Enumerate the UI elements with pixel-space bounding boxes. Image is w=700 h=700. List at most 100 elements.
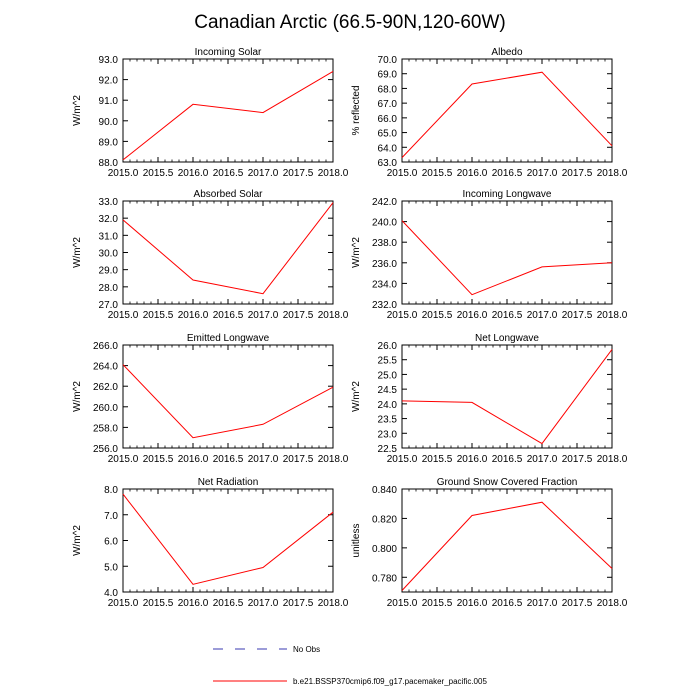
y-tick-label: 88.0 bbox=[99, 158, 119, 169]
panel-title: Emitted Longwave bbox=[187, 333, 270, 344]
y-tick-label: 66.0 bbox=[378, 114, 398, 125]
series-line bbox=[122, 202, 334, 295]
x-tick-label: 2017.0 bbox=[248, 454, 279, 465]
y-tick-label: 236.0 bbox=[372, 259, 397, 270]
figure-title: Canadian Arctic (66.5-90N,120-60W) bbox=[194, 12, 506, 33]
y-tick-label: 31.0 bbox=[99, 231, 119, 242]
y-tick-label: 24.0 bbox=[378, 400, 398, 411]
panel-title: Incoming Solar bbox=[195, 47, 262, 58]
x-tick-label: 2016.5 bbox=[213, 598, 244, 609]
panel-incoming-longwave: Incoming Longwave 2015.0 2015.5 2016.0 2016.… bbox=[351, 189, 628, 321]
x-tick-label: 2016.0 bbox=[178, 310, 209, 321]
y-axis-label: W/m^2 bbox=[72, 95, 83, 126]
y-axis-label: W/m^2 bbox=[351, 237, 362, 268]
x-tick-label: 2017.0 bbox=[527, 168, 558, 179]
x-tick-label: 2015.0 bbox=[387, 168, 418, 179]
y-tick-label: 28.0 bbox=[99, 283, 119, 294]
y-tick-label: 90.0 bbox=[99, 117, 119, 128]
series-line bbox=[401, 71, 613, 158]
y-tick-label: 70.0 bbox=[378, 55, 398, 66]
panel-title: Absorbed Solar bbox=[194, 189, 264, 200]
x-tick-label: 2016.0 bbox=[178, 454, 209, 465]
y-tick-label: 23.0 bbox=[378, 429, 398, 440]
y-axis-label: W/m^2 bbox=[72, 525, 83, 556]
panel-title: Ground Snow Covered Fraction bbox=[437, 477, 578, 488]
panel-albedo: Albedo 2015.0 2015.5 2016.0 2016.5 2017.0 2017… bbox=[351, 47, 628, 179]
x-tick-label: 2018.0 bbox=[597, 598, 628, 609]
y-tick-label: 65.0 bbox=[378, 129, 398, 140]
y-tick-label: 22.5 bbox=[378, 444, 398, 455]
x-tick-label: 2015.5 bbox=[143, 454, 174, 465]
x-tick-label: 2015.5 bbox=[422, 454, 453, 465]
plot-frame bbox=[401, 344, 613, 449]
panel-title: Albedo bbox=[491, 47, 523, 58]
x-tick-label: 2017.0 bbox=[527, 598, 558, 609]
y-axis-label: W/m^2 bbox=[72, 237, 83, 268]
y-tick-label: 89.0 bbox=[99, 137, 119, 148]
series-line bbox=[401, 220, 613, 296]
panel-emitted-longwave: Emitted Longwave 2015.0 2015.5 2016.0 2016.5… bbox=[72, 333, 349, 465]
x-tick-label: 2017.0 bbox=[527, 310, 558, 321]
y-tick-label: 63.0 bbox=[378, 158, 398, 169]
x-tick-label: 2016.5 bbox=[492, 310, 523, 321]
x-tick-label: 2015.5 bbox=[422, 310, 453, 321]
y-axis-label: % reflected bbox=[351, 85, 362, 135]
x-tick-label: 2016.0 bbox=[457, 454, 488, 465]
x-tick-label: 2015.0 bbox=[387, 310, 418, 321]
panel-net-radiation: Net Radiation 2015.0 2015.5 2016.0 2016.5 201… bbox=[72, 477, 349, 609]
series-line bbox=[401, 501, 613, 591]
y-tick-label: 30.0 bbox=[99, 249, 119, 260]
x-tick-label: 2017.5 bbox=[283, 168, 314, 179]
x-tick-label: 2016.5 bbox=[213, 310, 244, 321]
y-tick-label: 4.0 bbox=[104, 588, 118, 599]
y-tick-label: 234.0 bbox=[372, 279, 397, 290]
panel-incoming-solar: Incoming Solar 2015.0 2015.5 2016.0 2016.5 20… bbox=[72, 47, 349, 179]
y-tick-label: 68.0 bbox=[378, 84, 398, 95]
x-tick-label: 2016.0 bbox=[178, 168, 209, 179]
x-tick-label: 2018.0 bbox=[318, 454, 349, 465]
x-tick-label: 2016.0 bbox=[457, 598, 488, 609]
panel-net-longwave: Net Longwave 2015.0 2015.5 2016.0 2016.5 2017… bbox=[351, 333, 628, 465]
x-tick-label: 2017.5 bbox=[283, 310, 314, 321]
legend-label-model-run: b.e21.BSSP370cmip6.f09_g17.pacemaker_pac… bbox=[293, 677, 487, 686]
y-tick-label: 232.0 bbox=[372, 300, 397, 311]
x-tick-label: 2017.0 bbox=[248, 168, 279, 179]
x-tick-label: 2016.0 bbox=[457, 310, 488, 321]
y-tick-label: 238.0 bbox=[372, 238, 397, 249]
panel-title: Net Radiation bbox=[198, 477, 259, 488]
y-tick-label: 92.0 bbox=[99, 76, 119, 87]
plot-frame bbox=[401, 200, 613, 305]
y-tick-label: 33.0 bbox=[99, 197, 119, 208]
x-tick-label: 2017.5 bbox=[562, 598, 593, 609]
series-line bbox=[401, 349, 613, 445]
x-tick-label: 2016.5 bbox=[492, 454, 523, 465]
panels: Incoming Solar 2015.0 2015.5 2016.0 2016.5 20… bbox=[72, 47, 628, 609]
plot-frame bbox=[122, 200, 334, 305]
y-tick-label: 27.0 bbox=[99, 300, 119, 311]
x-tick-label: 2017.0 bbox=[248, 310, 279, 321]
x-tick-label: 2015.5 bbox=[422, 598, 453, 609]
y-tick-label: 262.0 bbox=[93, 382, 118, 393]
y-tick-label: 0.780 bbox=[372, 573, 397, 584]
x-tick-label: 2018.0 bbox=[318, 598, 349, 609]
x-tick-label: 2016.5 bbox=[213, 168, 244, 179]
x-tick-label: 2018.0 bbox=[597, 168, 628, 179]
y-tick-label: 260.0 bbox=[93, 403, 118, 414]
x-tick-label: 2018.0 bbox=[318, 168, 349, 179]
y-tick-label: 7.0 bbox=[104, 511, 118, 522]
x-tick-label: 2015.5 bbox=[143, 598, 174, 609]
y-axis-label: W/m^2 bbox=[72, 381, 83, 412]
plot-frame bbox=[122, 344, 334, 449]
x-tick-label: 2017.5 bbox=[283, 454, 314, 465]
y-tick-label: 264.0 bbox=[93, 362, 118, 373]
plot-frame bbox=[401, 488, 613, 593]
panel-title: Incoming Longwave bbox=[463, 189, 552, 200]
series-line bbox=[122, 70, 334, 161]
y-tick-label: 93.0 bbox=[99, 55, 119, 66]
x-tick-label: 2016.0 bbox=[457, 168, 488, 179]
y-tick-label: 258.0 bbox=[93, 423, 118, 434]
legend-label-no-obs: No Obs bbox=[293, 645, 320, 654]
x-tick-label: 2015.0 bbox=[108, 454, 139, 465]
x-tick-label: 2015.0 bbox=[108, 168, 139, 179]
